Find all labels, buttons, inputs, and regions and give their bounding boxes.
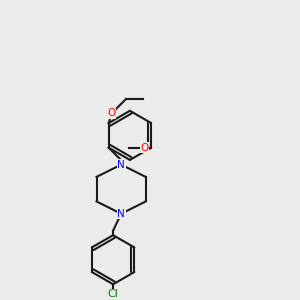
Text: Cl: Cl <box>108 289 118 299</box>
Text: O: O <box>140 142 148 153</box>
Text: O: O <box>108 108 116 118</box>
Text: N: N <box>117 160 125 170</box>
Text: N: N <box>117 209 125 219</box>
